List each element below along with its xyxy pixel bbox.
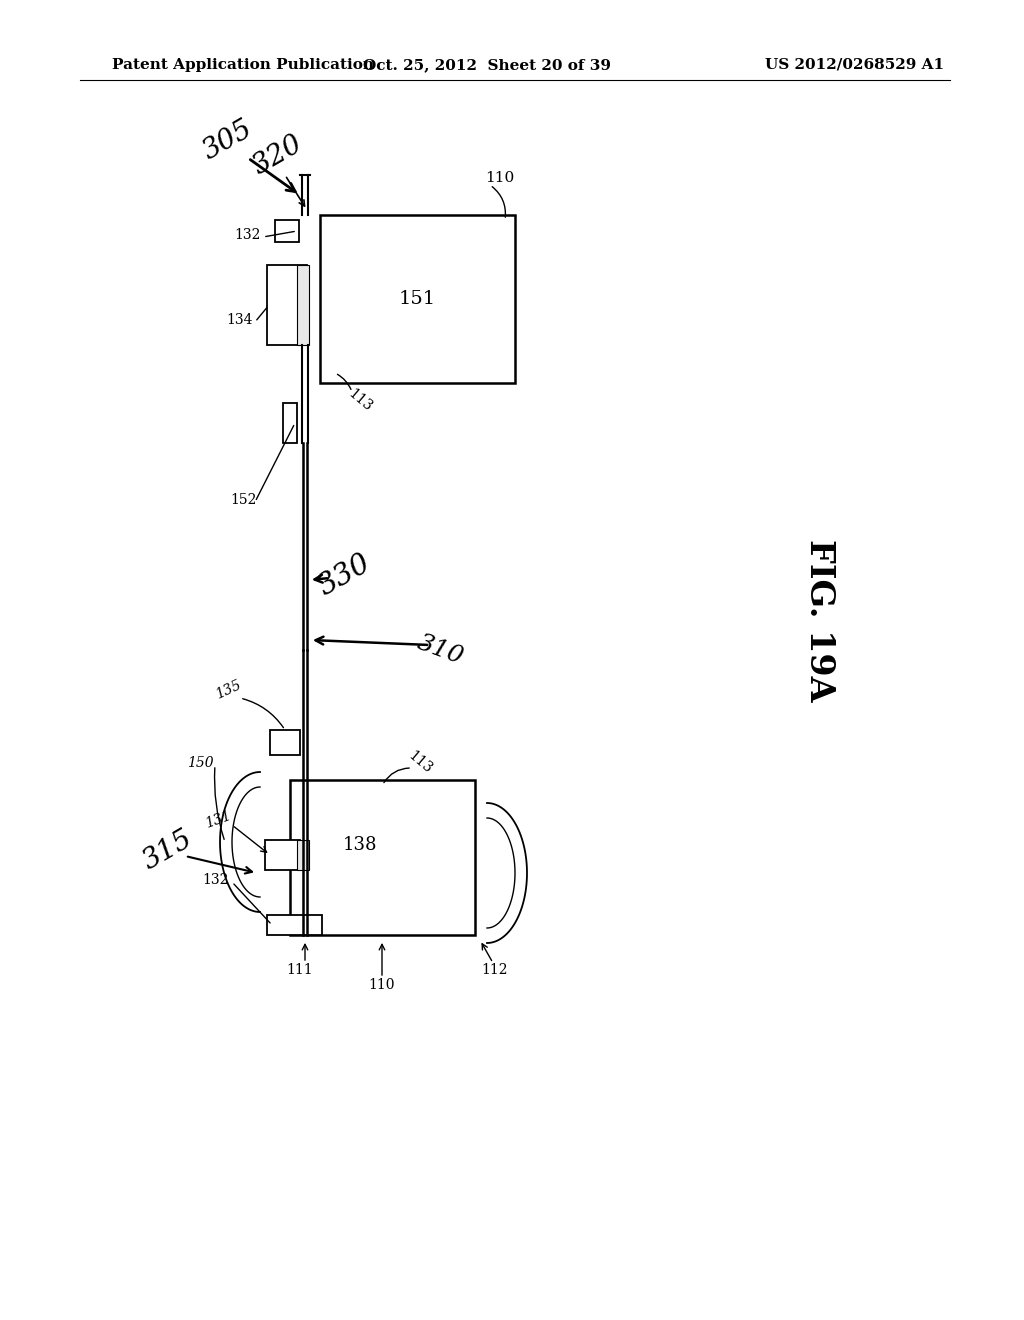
Text: Oct. 25, 2012  Sheet 20 of 39: Oct. 25, 2012 Sheet 20 of 39: [362, 58, 611, 73]
Text: 113: 113: [345, 387, 375, 414]
Text: 110: 110: [485, 172, 515, 185]
Bar: [283, 403, 297, 444]
Text: 132: 132: [234, 228, 261, 242]
Bar: [275, 220, 299, 242]
Text: 320: 320: [249, 131, 307, 180]
Text: 111: 111: [287, 964, 313, 977]
Text: 134: 134: [226, 313, 253, 327]
Text: 131: 131: [203, 809, 232, 832]
Text: 135: 135: [213, 678, 243, 702]
Bar: [297, 840, 309, 870]
Bar: [270, 730, 300, 755]
Text: US 2012/0268529 A1: US 2012/0268529 A1: [765, 58, 944, 73]
Bar: [297, 265, 309, 345]
Text: 110: 110: [369, 978, 395, 993]
Text: 310: 310: [414, 631, 466, 669]
Text: 330: 330: [314, 549, 376, 601]
Text: 138: 138: [343, 836, 378, 854]
Text: FIG. 19A: FIG. 19A: [804, 539, 837, 701]
Text: 113: 113: [406, 748, 434, 776]
Bar: [265, 840, 300, 870]
Text: 305: 305: [199, 115, 258, 165]
Text: 150: 150: [186, 756, 213, 770]
Text: 112: 112: [481, 964, 508, 977]
Text: 152: 152: [229, 492, 256, 507]
Bar: [319, 215, 515, 383]
Text: Patent Application Publication: Patent Application Publication: [112, 58, 374, 73]
Bar: [267, 265, 307, 345]
Text: 315: 315: [138, 825, 198, 875]
Bar: [290, 780, 475, 935]
Text: 132: 132: [202, 873, 228, 887]
Text: 151: 151: [399, 290, 436, 308]
Bar: [267, 915, 322, 935]
